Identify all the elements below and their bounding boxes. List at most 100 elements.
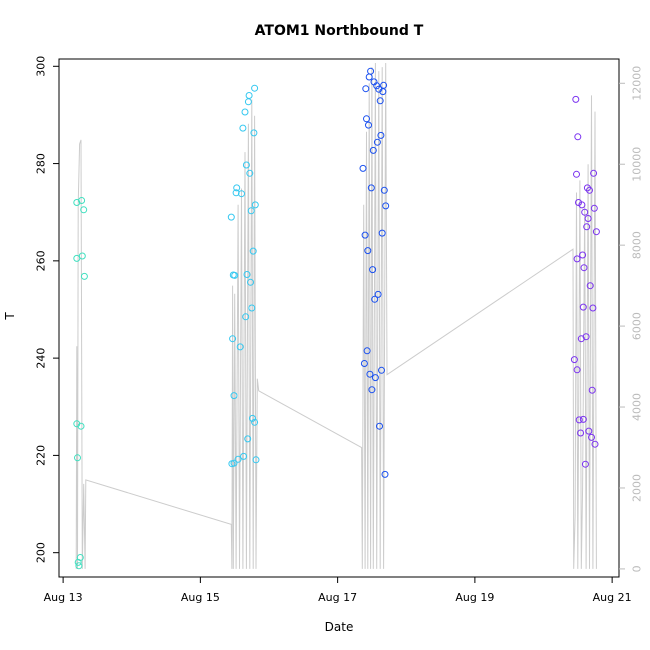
data-point xyxy=(584,215,592,222)
data-point xyxy=(579,415,587,423)
data-point xyxy=(581,460,589,468)
x-tick-label: Aug 19 xyxy=(455,591,494,604)
data-point xyxy=(229,335,237,343)
data-point xyxy=(231,271,239,279)
y2-tick-label: 0 xyxy=(631,565,644,572)
data-point xyxy=(245,92,253,99)
data-point xyxy=(363,347,371,355)
data-point xyxy=(365,73,373,81)
data-point xyxy=(365,121,372,129)
data-point xyxy=(380,186,388,194)
data-point xyxy=(240,452,248,460)
y-tick-label: 280 xyxy=(35,153,48,174)
data-point xyxy=(579,303,587,311)
data-point xyxy=(246,169,254,177)
data-point xyxy=(236,343,244,351)
data-point xyxy=(582,333,590,341)
data-point xyxy=(239,124,247,132)
y-tick-label: 300 xyxy=(35,56,48,77)
data-point xyxy=(363,115,370,123)
data-point xyxy=(378,366,385,374)
data-point xyxy=(589,304,597,312)
y-tick-label: 260 xyxy=(35,250,48,271)
y-tick-label: 240 xyxy=(35,348,48,369)
data-point xyxy=(380,81,388,89)
data-point xyxy=(575,416,583,424)
data-point xyxy=(227,213,235,221)
data-point xyxy=(359,164,367,172)
data-point xyxy=(233,184,241,192)
data-point xyxy=(588,433,595,441)
data-point xyxy=(369,266,377,274)
data-point xyxy=(578,201,586,209)
data-point xyxy=(382,202,390,210)
y-tick-label: 220 xyxy=(35,445,48,466)
x-tick-label: Aug 13 xyxy=(44,591,83,604)
data-point xyxy=(378,229,386,237)
data-point xyxy=(373,82,381,90)
data-point xyxy=(371,295,379,303)
data-point xyxy=(585,427,593,435)
data-point xyxy=(371,374,379,382)
data-point xyxy=(248,304,256,312)
data-point xyxy=(362,85,370,93)
data-point xyxy=(78,197,86,204)
data-point xyxy=(374,290,382,298)
y2-tick-label: 12000 xyxy=(631,66,644,101)
y2-tick-label: 10000 xyxy=(631,147,644,182)
data-point xyxy=(590,169,598,177)
y-tick-label: 200 xyxy=(35,542,48,563)
x-tick-label: Aug 21 xyxy=(593,591,632,604)
data-point xyxy=(230,392,238,400)
data-point xyxy=(360,360,368,367)
secondary-series-line xyxy=(75,62,597,569)
data-point xyxy=(243,271,251,278)
data-point xyxy=(77,422,85,430)
data-point xyxy=(251,84,259,92)
y-axis-label: T xyxy=(3,312,17,321)
data-point xyxy=(377,131,385,139)
data-point xyxy=(234,455,242,463)
data-point xyxy=(376,97,384,105)
data-point xyxy=(573,255,581,263)
data-point xyxy=(250,129,258,137)
x-tick-label: Aug 17 xyxy=(318,591,357,604)
data-point xyxy=(76,554,84,561)
data-point xyxy=(588,386,596,394)
data-point xyxy=(242,313,250,321)
data-point xyxy=(251,418,259,426)
data-point xyxy=(577,429,585,437)
data-point xyxy=(373,138,381,146)
data-point xyxy=(364,247,372,255)
data-point xyxy=(74,454,81,462)
data-point xyxy=(573,366,581,374)
data-point xyxy=(590,204,598,212)
data-point xyxy=(238,190,245,198)
data-point xyxy=(244,98,252,106)
data-point xyxy=(80,272,88,280)
data-point xyxy=(75,562,83,570)
data-point xyxy=(573,170,580,178)
data-point xyxy=(244,435,252,443)
data-point xyxy=(361,231,369,239)
data-point xyxy=(581,208,589,216)
data-point xyxy=(251,201,259,209)
data-point xyxy=(376,422,383,430)
data-point xyxy=(586,282,594,290)
data-point xyxy=(230,459,238,467)
chart-title: ATOM1 Northbound T xyxy=(255,23,424,39)
data-point xyxy=(247,278,254,286)
data-point xyxy=(381,470,389,478)
x-tick-label: Aug 15 xyxy=(181,591,220,604)
data-point xyxy=(252,456,260,464)
data-point xyxy=(78,252,86,260)
data-point xyxy=(80,206,88,214)
data-point xyxy=(369,146,377,154)
data-point xyxy=(368,386,376,394)
y2-tick-label: 2000 xyxy=(631,474,644,502)
data-point xyxy=(367,67,375,75)
data-point xyxy=(247,207,255,215)
data-point xyxy=(242,161,250,169)
data-point xyxy=(367,184,375,192)
